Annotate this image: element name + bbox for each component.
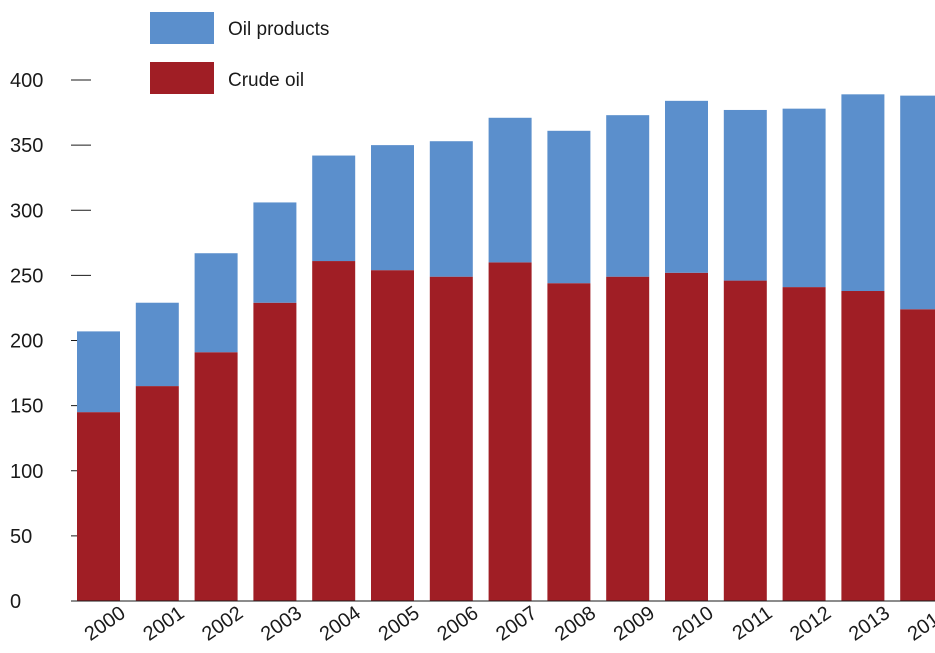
bar-oil-products-2010 <box>665 100 708 273</box>
y-axis: 0 50 100 150 200 250 300 350 400 <box>10 70 91 613</box>
bar-crude-oil-2007 <box>488 262 532 601</box>
bar-oil-products-2002 <box>194 253 238 353</box>
bar-oil-products-2013 <box>841 94 885 292</box>
x-tick-label-2001: 2001 <box>139 602 188 646</box>
x-tick-label-2009: 2009 <box>610 602 659 646</box>
bar-crude-oil-2012 <box>782 287 826 601</box>
x-tick-label-2010: 2010 <box>669 602 718 646</box>
bar-crude-oil-2010 <box>665 272 708 601</box>
bar-oil-products-2014 <box>900 95 935 310</box>
x-tick-label-2014: 2014 <box>904 602 935 646</box>
bar-oil-products-2005 <box>371 145 414 271</box>
bar-oil-products-2000 <box>77 331 120 413</box>
x-tick-label-2011: 2011 <box>729 602 777 645</box>
bar-oil-products-2008 <box>547 130 591 284</box>
bar-crude-oil-2006 <box>429 276 473 601</box>
bar-crude-oil-2003 <box>253 302 297 601</box>
bar-oil-products-2007 <box>488 117 532 263</box>
bar-crude-oil-2002 <box>194 352 238 601</box>
x-tick-label-2005: 2005 <box>375 602 424 646</box>
bar-crude-oil-2008 <box>547 283 591 601</box>
y-tick-label-250: 250 <box>10 265 43 287</box>
x-tick-label-2008: 2008 <box>551 602 600 646</box>
legend-swatch-oil-products <box>150 12 214 44</box>
bar-oil-products-2004 <box>312 155 356 262</box>
bar-oil-products-2011 <box>723 109 767 281</box>
x-tick-label-2006: 2006 <box>433 602 482 646</box>
bar-crude-oil-2004 <box>312 261 356 601</box>
legend-swatch-crude-oil <box>150 62 214 94</box>
y-tick-label-150: 150 <box>10 396 43 418</box>
bar-oil-products-2009 <box>606 115 650 277</box>
legend-label-oil-products: Oil products <box>228 19 329 40</box>
bar-oil-products-2001 <box>135 302 179 387</box>
y-tick-label-300: 300 <box>10 200 43 222</box>
bar-crude-oil-2000 <box>77 412 120 601</box>
y-tick-label-350: 350 <box>10 135 43 157</box>
bar-oil-products-2012 <box>782 108 826 288</box>
bar-crude-oil-2011 <box>723 280 767 601</box>
legend: Oil products Crude oil <box>150 12 329 94</box>
x-tick-label-2012: 2012 <box>786 602 835 646</box>
bars <box>77 94 935 601</box>
x-tick-label-2000: 2000 <box>81 602 130 646</box>
bar-crude-oil-2013 <box>841 291 885 601</box>
y-tick-label-0: 0 <box>10 591 21 613</box>
bar-crude-oil-2009 <box>606 276 650 601</box>
bar-crude-oil-2001 <box>135 386 179 601</box>
y-tick-label-50: 50 <box>10 526 32 548</box>
x-tick-label-2004: 2004 <box>316 602 365 646</box>
x-axis: 2000 2001 2002 2003 2004 2005 2006 2007 2008 2009… <box>71 600 935 646</box>
bar-crude-oil-2005 <box>371 270 414 601</box>
y-tick-label-400: 400 <box>10 70 43 92</box>
bar-oil-products-2006 <box>429 141 473 277</box>
y-tick-label-100: 100 <box>10 461 43 483</box>
x-tick-label-2002: 2002 <box>198 602 247 646</box>
y-tick-label-200: 200 <box>10 331 43 353</box>
bar-crude-oil-2014 <box>900 309 935 601</box>
bar-oil-products-2003 <box>253 202 297 303</box>
x-tick-label-2007: 2007 <box>492 602 541 646</box>
x-tick-label-2003: 2003 <box>257 602 306 646</box>
legend-label-crude-oil: Crude oil <box>228 70 304 91</box>
x-tick-label-2013: 2013 <box>845 602 894 646</box>
